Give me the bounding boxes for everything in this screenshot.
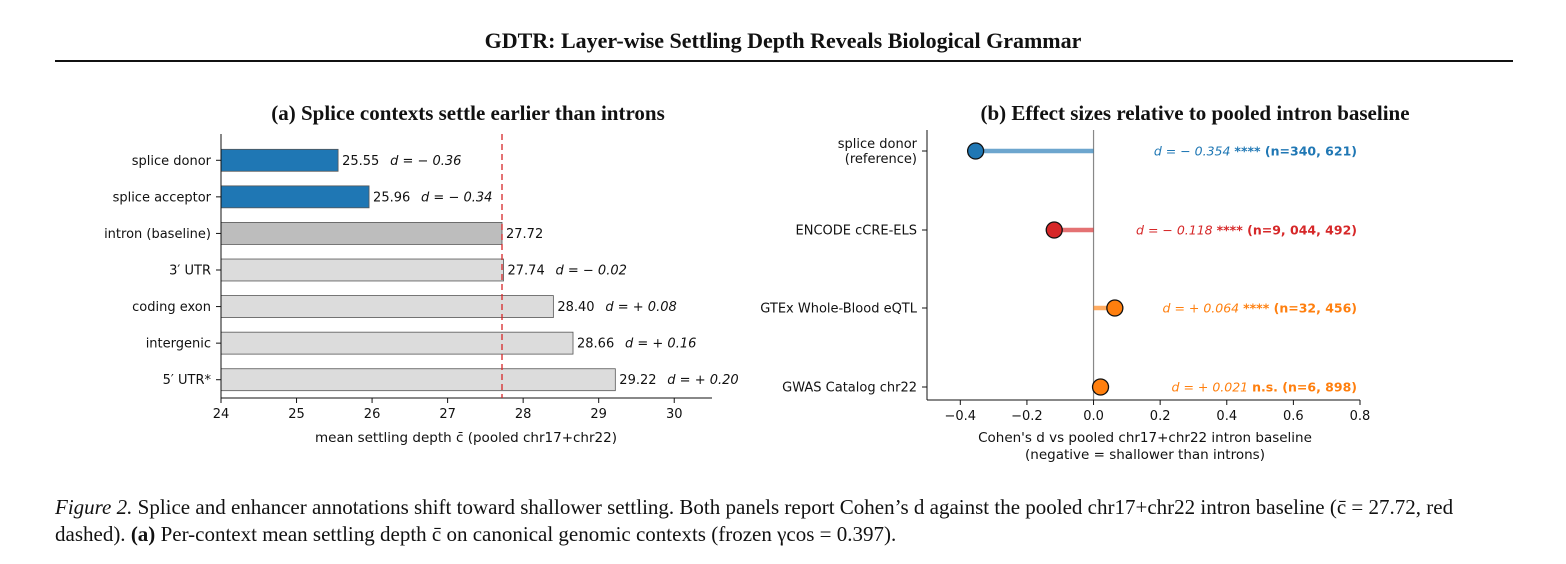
y-tick-label-2: intron (baseline) — [104, 227, 211, 242]
bar-5 — [220, 331, 574, 355]
x-tick-label-5: 0.6 — [1283, 409, 1304, 424]
bar-2 — [220, 222, 503, 245]
effect-d-3: d = + 0.021 — [1172, 380, 1253, 395]
caption-text-1: Splice and enhancer annotations shift to… — [55, 495, 1454, 546]
y-tick-label-0: splice donor — [132, 154, 212, 169]
effect-d-2: d = + 0.064 — [1163, 301, 1244, 316]
y-tick-label-0: splice donor — [838, 137, 918, 152]
bar-3 — [220, 258, 504, 282]
y-tick-label-3: GWAS Catalog chr22 — [782, 381, 917, 396]
bar-1 — [220, 185, 370, 209]
effect-n-0: (n=340, 621) — [1265, 144, 1357, 159]
panel-b-lollipop-chart: (b) Effect sizes relative to pooled intr… — [760, 101, 1409, 463]
x-tick-label-0: −0.4 — [945, 409, 977, 424]
effect-n-3: (n=6, 898) — [1282, 380, 1357, 395]
figure-caption: Figure 2. Splice and enhancer annotation… — [55, 494, 1515, 548]
page-title: GDTR: Layer-wise Settling Depth Reveals … — [484, 28, 1082, 53]
panel-a-title: (a) Splice contexts settle earlier than … — [271, 101, 665, 125]
effect-n-1: (n=9, 044, 492) — [1247, 223, 1357, 238]
bar-6 — [220, 368, 616, 392]
caption-text-2: Per-context mean settling depth c̄ on ca… — [160, 522, 897, 546]
effect-annotation-0: d = − 0.354 **** (n=340, 621) — [1154, 144, 1357, 159]
bar-value-label-4: 28.40 — [557, 300, 594, 315]
x-tick-label-2: 0.0 — [1083, 409, 1104, 424]
x-tick-label-3: 0.2 — [1150, 409, 1171, 424]
x-tick-label-1: −0.2 — [1011, 409, 1043, 424]
bar-value-label-6: 29.22 — [619, 373, 656, 388]
bar-effect-label-0: d = − 0.36 — [390, 154, 461, 169]
panel-a-x-axis-label: mean settling depth c̄ (pooled chr17+chr… — [315, 430, 617, 446]
header-divider — [55, 60, 1513, 62]
bar-effect-label-6: d = + 0.20 — [667, 373, 738, 388]
caption-panel-a-marker: (a) — [130, 522, 156, 546]
caption-label: Figure 2. — [55, 495, 133, 519]
lollipop-point-2 — [1106, 299, 1124, 317]
x-tick-label-3: 27 — [439, 407, 456, 422]
panel-b-title: (b) Effect sizes relative to pooled intr… — [980, 101, 1409, 125]
panel-a-bar-chart: (a) Splice contexts settle earlier than … — [104, 101, 739, 446]
effect-significance-3: n.s. — [1252, 380, 1282, 395]
lollipop-point-0 — [966, 142, 985, 160]
lollipop-point-3 — [1091, 378, 1110, 396]
bar-4 — [220, 295, 554, 318]
bar-value-label-1: 25.96 — [373, 190, 410, 205]
effect-annotation-1: d = − 0.118 **** (n=9, 044, 492) — [1136, 223, 1357, 238]
y-tick-label-2: GTEx Whole-Blood eQTL — [760, 302, 917, 317]
bar-effect-label-5: d = + 0.16 — [625, 337, 696, 352]
y-tick-label-1: splice acceptor — [113, 190, 212, 205]
effect-annotation-2: d = + 0.064 **** (n=32, 456) — [1163, 301, 1357, 316]
y-tick-label-4: coding exon — [132, 300, 211, 315]
bar-value-label-5: 28.66 — [577, 337, 614, 352]
y-tick-label-1: ENCODE cCRE-ELS — [796, 224, 917, 239]
bar-value-label-0: 25.55 — [342, 154, 379, 169]
x-tick-label-0: 24 — [213, 407, 230, 422]
effect-d-0: d = − 0.354 — [1154, 144, 1235, 159]
x-tick-label-6: 30 — [666, 407, 683, 422]
y-tick-label-3: 3′ UTR — [169, 264, 211, 279]
effect-n-2: (n=32, 456) — [1274, 301, 1357, 316]
panel-b-x-axis-label: Cohen's d vs pooled chr17+chr22 intron b… — [978, 430, 1312, 446]
x-tick-label-4: 28 — [515, 407, 532, 422]
effect-significance-0: **** — [1234, 144, 1265, 159]
x-tick-label-4: 0.4 — [1216, 409, 1237, 424]
bar-0 — [220, 148, 339, 172]
x-tick-label-1: 25 — [288, 407, 305, 422]
bar-effect-label-1: d = − 0.34 — [421, 190, 492, 205]
bar-effect-label-4: d = + 0.08 — [605, 300, 676, 315]
x-tick-label-2: 26 — [364, 407, 381, 422]
x-tick-label-6: 0.8 — [1350, 409, 1371, 424]
effect-annotation-3: d = + 0.021 n.s. (n=6, 898) — [1172, 380, 1357, 395]
bar-effect-label-3: d = − 0.02 — [556, 264, 627, 279]
effect-significance-2: **** — [1243, 301, 1274, 316]
lollipop-point-1 — [1045, 221, 1063, 239]
effect-significance-1: **** — [1217, 223, 1248, 238]
panel-b-x-axis-sublabel: (negative = shallower than introns) — [1025, 447, 1265, 463]
x-tick-label-5: 29 — [590, 407, 607, 422]
y-tick-label-5: intergenic — [146, 337, 211, 352]
bar-value-label-2: 27.72 — [506, 227, 543, 242]
bar-value-label-3: 27.74 — [508, 264, 545, 279]
effect-d-1: d = − 0.118 — [1136, 223, 1217, 238]
y-tick-sublabel-0: (reference) — [845, 152, 917, 167]
y-tick-label-6: 5′ UTR* — [163, 373, 212, 388]
